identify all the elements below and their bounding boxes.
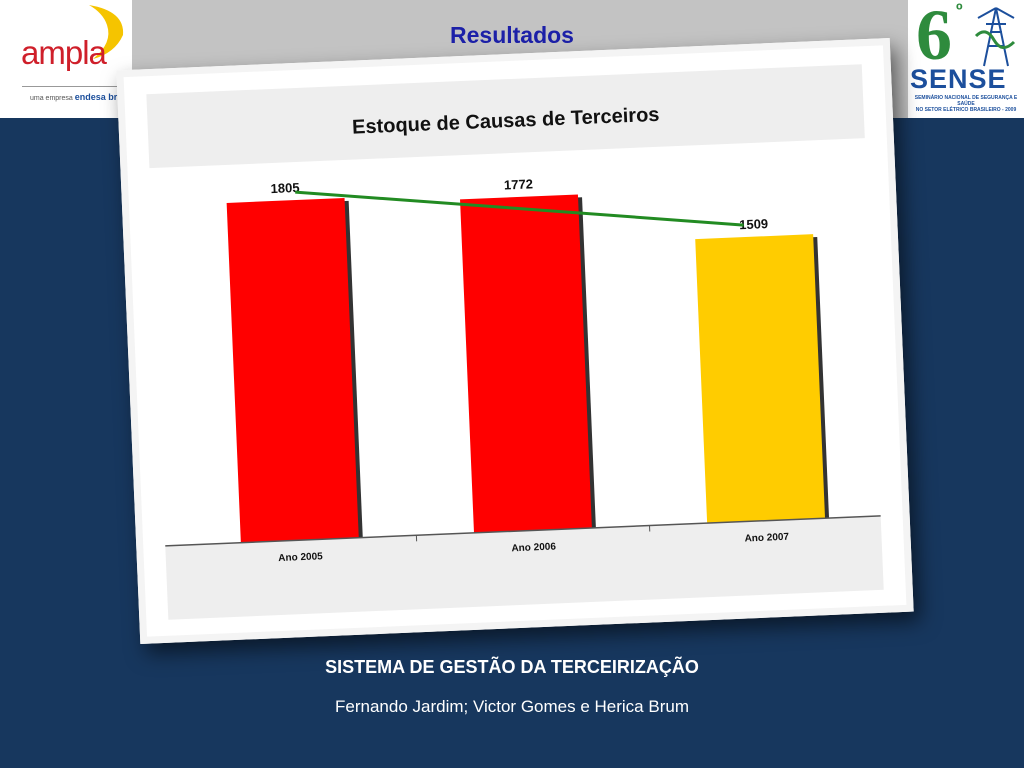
plot-area-footer xyxy=(165,515,884,620)
ampla-tagline: uma empresa endesa brasil xyxy=(30,92,132,102)
x-tick-label: Ano 2007 xyxy=(744,532,789,545)
ampla-wordmark: ampla xyxy=(21,34,107,71)
logo-divider xyxy=(22,86,120,87)
trend-line xyxy=(295,190,744,227)
sense-ordinal: º xyxy=(956,0,963,20)
x-tick-label: Ano 2006 xyxy=(511,541,556,554)
footer-title: SISTEMA DE GESTÃO DA TERCEIRIZAÇÃO xyxy=(325,657,699,677)
sense-logo: 6 º SENSE SEMINÁRIO NACIONAL DE SEGURANÇ… xyxy=(908,0,1024,118)
bar-ano-2007 xyxy=(695,234,826,524)
sense-subtitle: SEMINÁRIO NACIONAL DE SEGURANÇA E SAÚDE … xyxy=(912,95,1020,113)
x-tick-label: Ano 2005 xyxy=(278,551,323,564)
sense-subtitle-line1: SEMINÁRIO NACIONAL DE SEGURANÇA E SAÚDE xyxy=(914,95,1018,107)
chart-title-band xyxy=(146,64,865,169)
footer-authors: Fernando Jardim; Victor Gomes e Herica B… xyxy=(335,697,689,716)
sense-wordmark: SENSE xyxy=(910,64,1007,94)
data-label: 1805 xyxy=(270,180,300,196)
tagline-brand: endesa brasil xyxy=(74,92,133,102)
data-label: 1509 xyxy=(739,216,769,232)
chart-card: Estoque de Causas de Terceiros 1805 Ano 2… xyxy=(116,38,914,644)
sun-icon xyxy=(89,5,124,59)
ampla-logo: ampla uma empresa endesa brasil xyxy=(0,0,132,118)
bar-ano-2005 xyxy=(226,198,359,543)
data-label: 1772 xyxy=(504,176,534,192)
tagline-prefix: uma empresa xyxy=(30,95,73,102)
sense-subtitle-line2: NO SETOR ELÉTRICO BRASILEIRO - 2009 xyxy=(915,107,1017,113)
x-axis xyxy=(165,515,881,547)
sense-number: 6 xyxy=(916,0,952,75)
transmission-tower-icon xyxy=(974,7,1016,67)
bar-ano-2006 xyxy=(460,194,592,533)
slide-title: Resultados xyxy=(450,22,574,48)
